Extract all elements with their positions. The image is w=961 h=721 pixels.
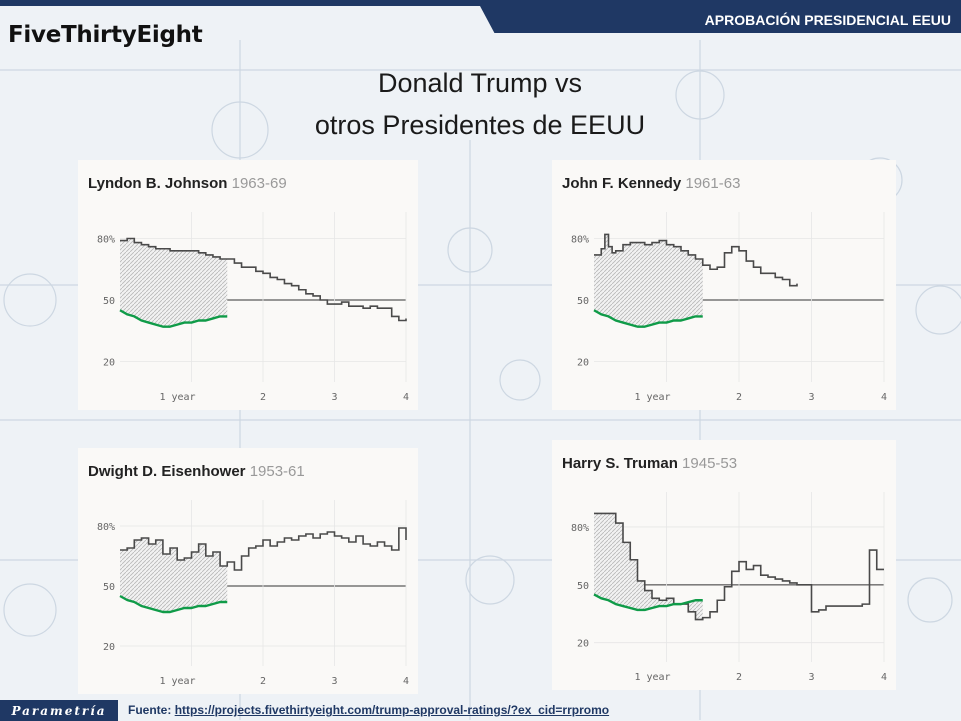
president-name: Harry S. Truman [562,455,682,472]
y-tick-label: 20 [577,639,589,650]
chart-panel-johnson: Lyndon B. Johnson 1963-69 80% 50 20 1 year 2 3… [78,160,418,410]
x-tick-label: 4 [403,392,409,403]
x-tick-label: 2 [260,392,266,403]
difference-area [120,538,228,612]
slide-title: Donald Trump vs otros Presidentes de EEU… [240,62,720,146]
difference-area [594,513,703,620]
x-tick-label: 1 year [634,672,670,683]
y-tick-label: 80% [571,523,589,534]
y-tick-label: 80% [97,522,115,533]
y-tick-label: 50 [577,581,589,592]
president-years: 1961-63 [685,175,740,192]
x-tick-label: 4 [881,672,887,683]
y-tick-label: 80% [97,235,115,246]
slide-title-line2: otros Presidentes de EEUU [314,110,646,140]
source-label: Fuente: [128,703,172,717]
chart-title: Dwight D. Eisenhower 1953-61 [88,463,305,480]
x-tick-label: 4 [403,676,409,687]
president-years: 1963-69 [232,175,287,192]
chart-johnson: Lyndon B. Johnson 1963-69 80% 50 20 1 year 2 3… [88,175,409,403]
x-tick-label: 2 [260,676,266,687]
y-tick-label: 80% [571,235,589,246]
section-title: APROBACIÓN PRESIDENCIAL EEUU [480,6,961,33]
chart-panel-eisenhower: Dwight D. Eisenhower 1953-61 80% 50 20 1 yea… [78,448,418,694]
x-tick-label: 3 [808,392,814,403]
chart-kennedy: John F. Kennedy 1961-63 80% 50 20 1 year 2 3 4 [562,175,887,403]
header-bar [0,0,961,6]
y-tick-label: 50 [577,296,589,307]
series-donald-trump [593,593,703,612]
x-tick-label: 3 [331,676,337,687]
x-tick-label: 3 [331,392,337,403]
difference-area [120,238,228,327]
chart-panel-truman: Harry S. Truman 1945-53 80% 50 20 1 year 2 3 4 [552,440,896,690]
fivethirtyeight-logo: FiveThirtyEight [8,22,203,48]
source-link[interactable]: https://projects.fivethirtyeight.com/tru… [174,703,610,717]
president-years: 1945-53 [682,455,737,472]
source-note: Fuente: https://projects.fivethirtyeight… [128,703,609,717]
series-lyndon-b-johnson [120,237,407,322]
chart-title: John F. Kennedy 1961-63 [562,175,740,192]
chart-panel-kennedy: John F. Kennedy 1961-63 80% 50 20 1 year 2 3 4 [552,160,896,410]
series-donald-trump [119,594,228,614]
series-dwight-d-eisenhower [120,527,407,571]
y-tick-label: 50 [103,296,115,307]
x-tick-label: 2 [736,672,742,683]
x-tick-label: 4 [881,392,887,403]
president-name: Dwight D. Eisenhower [88,463,250,480]
y-tick-label: 50 [103,582,115,593]
x-tick-label: 1 year [159,676,195,687]
chart-title: Harry S. Truman 1945-53 [562,455,737,472]
slide-title-line1: Donald Trump vs [377,68,583,98]
series-donald-trump [119,309,228,328]
x-tick-label: 3 [808,672,814,683]
difference-area [594,234,703,327]
series-harry-s-truman [594,512,884,621]
chart-title: Lyndon B. Johnson 1963-69 [88,175,287,192]
series-john-f-kennedy [594,233,798,287]
y-tick-label: 20 [103,642,115,653]
x-tick-label: 2 [736,392,742,403]
president-years: 1953-61 [250,463,305,480]
series-donald-trump [593,309,703,328]
x-tick-label: 1 year [159,392,195,403]
x-tick-label: 1 year [634,392,670,403]
president-name: John F. Kennedy [562,175,685,192]
y-tick-label: 20 [103,358,115,369]
parametria-brand: Parametría [0,700,118,721]
y-tick-label: 20 [577,358,589,369]
president-name: Lyndon B. Johnson [88,175,232,192]
chart-eisenhower: Dwight D. Eisenhower 1953-61 80% 50 20 1 yea… [88,463,409,687]
chart-truman: Harry S. Truman 1945-53 80% 50 20 1 year 2 3 4 [562,455,887,683]
